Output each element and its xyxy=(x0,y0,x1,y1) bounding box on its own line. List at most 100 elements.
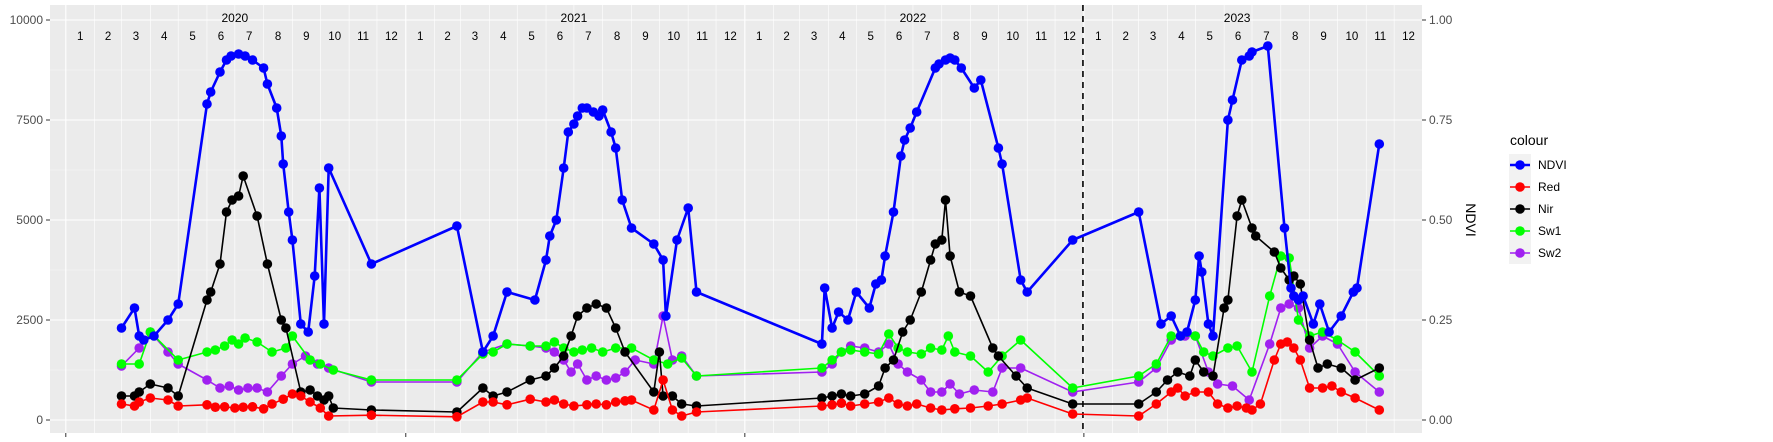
data-point-sw1 xyxy=(836,347,847,357)
data-point-sw1 xyxy=(577,345,588,355)
data-point-sw2 xyxy=(988,387,998,397)
legend-label: Sw1 xyxy=(1538,224,1562,238)
data-point-sw1 xyxy=(965,351,976,361)
data-point-ndvi xyxy=(202,99,212,109)
data-point-ndvi xyxy=(905,123,915,133)
data-point-sw1 xyxy=(859,347,870,357)
data-point-red xyxy=(202,400,212,410)
data-point-ndvi xyxy=(626,223,637,233)
data-point-sw1 xyxy=(1247,367,1257,377)
data-point-ndvi xyxy=(1298,291,1308,301)
data-point-red xyxy=(1295,355,1306,365)
left-axis: 0 2500 5000 7500 10000 xyxy=(10,13,50,427)
data-point-nir xyxy=(954,287,965,297)
data-point-ndvi xyxy=(149,331,159,341)
data-point-red xyxy=(1255,399,1266,409)
data-point-ndvi xyxy=(1237,55,1247,65)
data-point-sw1 xyxy=(210,345,221,355)
series-nir xyxy=(116,171,1385,417)
data-point-red xyxy=(950,404,960,414)
data-point-nir xyxy=(888,355,899,365)
data-point-ndvi xyxy=(1247,47,1257,57)
data-point-sw1 xyxy=(902,347,913,357)
data-point-nir xyxy=(1162,375,1173,385)
data-point-nir xyxy=(1022,383,1032,393)
data-point-red xyxy=(145,393,156,403)
data-point-ndvi xyxy=(530,295,540,305)
legend-key-point xyxy=(1515,204,1525,214)
month-label: 6 xyxy=(896,31,902,43)
data-point-sw1 xyxy=(1332,335,1343,345)
data-point-nir xyxy=(658,391,668,401)
left-tick-label: 10000 xyxy=(10,13,44,27)
data-point-red xyxy=(1180,391,1190,401)
data-point-ndvi xyxy=(303,327,314,337)
data-point-nir xyxy=(916,287,927,297)
month-label: 11 xyxy=(1035,31,1047,43)
month-label: 4 xyxy=(161,31,168,43)
data-point-ndvi xyxy=(572,111,583,121)
data-point-sw1 xyxy=(287,331,298,341)
month-label: 3 xyxy=(472,31,478,43)
data-point-ndvi xyxy=(309,271,320,281)
data-point-red xyxy=(1223,403,1233,413)
data-point-red xyxy=(267,399,277,409)
data-point-red xyxy=(1172,383,1183,393)
data-point-ndvi xyxy=(888,207,899,217)
data-point-nir xyxy=(233,191,244,201)
data-point-nir xyxy=(1172,367,1183,377)
month-label: 1 xyxy=(756,31,762,43)
data-point-ndvi xyxy=(649,239,659,249)
data-point-sw2 xyxy=(1374,387,1385,397)
data-point-ndvi xyxy=(1263,41,1273,51)
data-point-ndvi xyxy=(1223,115,1233,125)
right-tick-label: 0.75 xyxy=(1429,113,1453,127)
data-point-ndvi xyxy=(502,287,512,297)
data-point-sw2 xyxy=(954,389,965,399)
data-point-nir xyxy=(582,303,592,313)
data-point-red xyxy=(238,402,248,413)
data-point-ndvi xyxy=(1286,283,1296,293)
data-point-nir xyxy=(905,315,915,325)
data-point-ndvi xyxy=(258,63,269,73)
data-point-ndvi xyxy=(488,331,498,341)
data-point-ndvi xyxy=(215,67,225,77)
data-point-red xyxy=(591,399,601,409)
data-point-red xyxy=(1304,383,1315,393)
data-point-sw2 xyxy=(202,375,212,385)
data-point-nir xyxy=(328,403,339,413)
data-point-sw1 xyxy=(267,347,277,357)
data-point-ndvi xyxy=(545,231,555,241)
data-point-nir xyxy=(937,235,947,245)
data-point-red xyxy=(1282,337,1293,347)
right-tick-label: 0.00 xyxy=(1429,413,1453,427)
data-point-nir xyxy=(993,351,1004,361)
data-point-sw2 xyxy=(1227,381,1238,391)
data-point-nir xyxy=(145,379,156,389)
data-point-nir xyxy=(817,393,827,403)
month-label: 9 xyxy=(642,31,648,43)
data-point-nir xyxy=(1250,231,1261,241)
data-point-ndvi xyxy=(452,221,462,231)
data-point-ndvi xyxy=(287,235,298,245)
data-point-nir xyxy=(205,287,216,297)
data-point-nir xyxy=(827,391,837,401)
data-point-nir xyxy=(1322,359,1333,369)
data-point-sw1 xyxy=(827,355,837,365)
data-point-red xyxy=(569,401,579,411)
series-sw1 xyxy=(116,251,1385,393)
data-point-red xyxy=(1336,387,1346,397)
data-point-sw2 xyxy=(902,367,913,377)
data-point-ndvi xyxy=(1156,319,1166,329)
data-point-red xyxy=(163,395,173,405)
data-point-nir xyxy=(880,363,890,373)
data-point-ndvi xyxy=(1190,295,1201,305)
data-point-sw1 xyxy=(134,359,144,369)
data-point-red xyxy=(1022,393,1032,403)
data-point-nir xyxy=(525,375,535,385)
legend-title: colour xyxy=(1510,132,1548,148)
data-point-nir xyxy=(1276,263,1286,273)
data-point-red xyxy=(478,397,488,407)
data-point-sw1 xyxy=(525,341,535,351)
data-point-sw1 xyxy=(597,347,608,357)
